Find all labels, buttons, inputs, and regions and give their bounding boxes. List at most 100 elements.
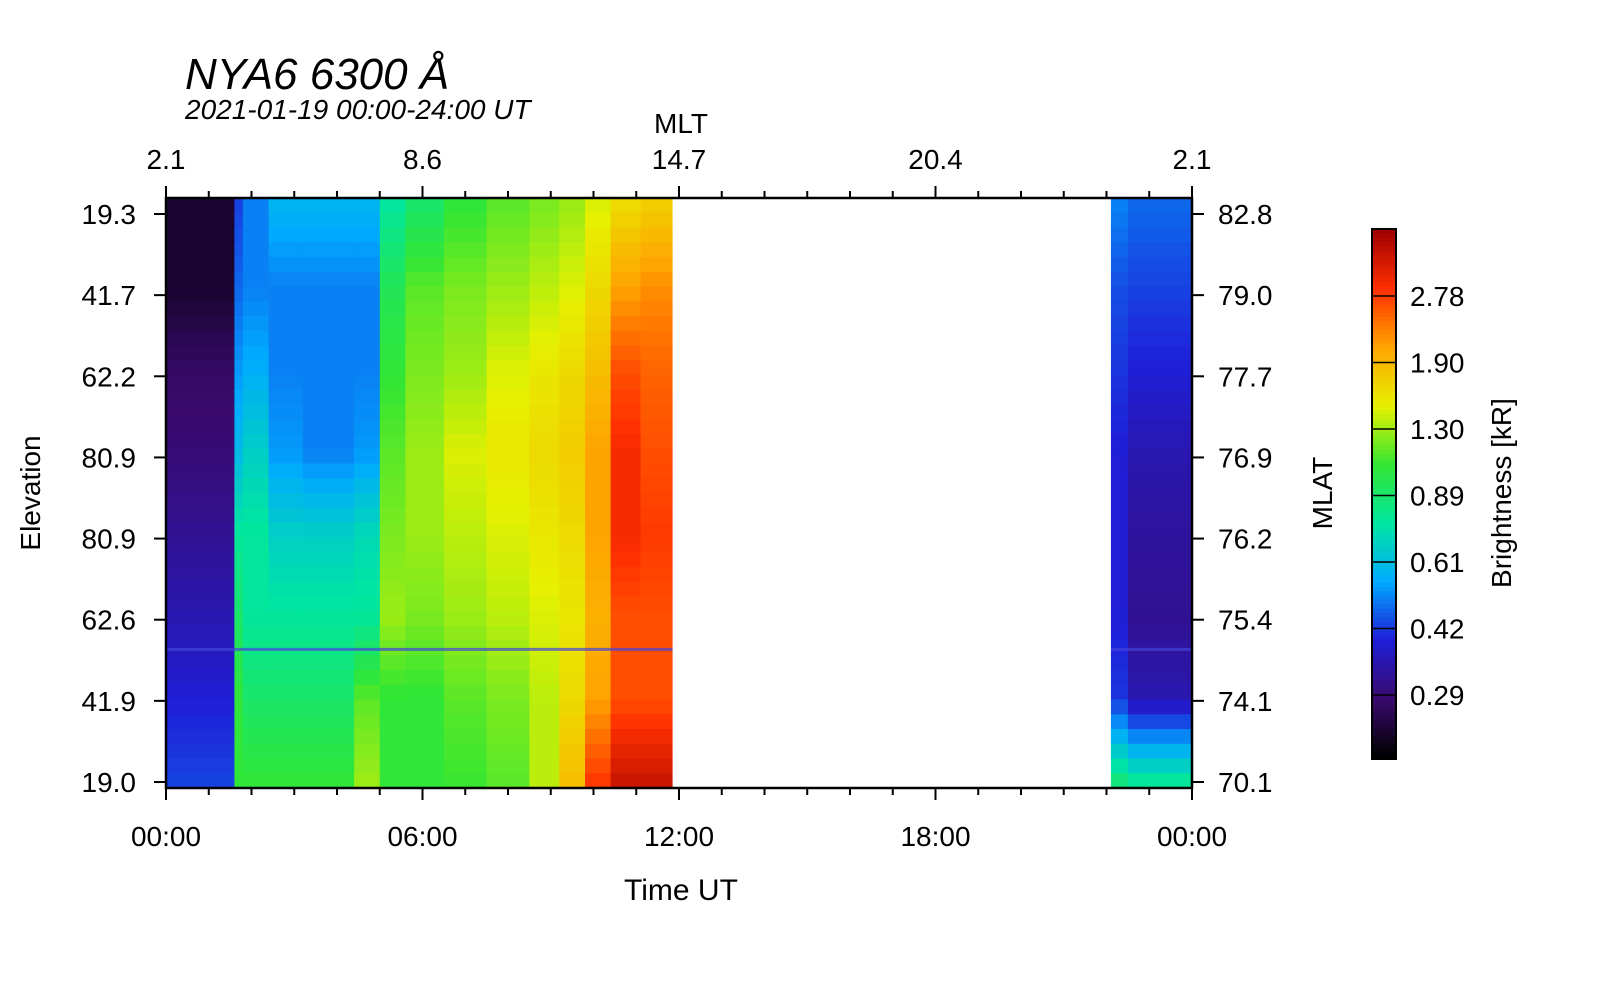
heatmap-cell: [234, 625, 244, 642]
heatmap-cell: [234, 493, 244, 509]
heatmap-cell: [379, 316, 406, 332]
heatmap-cell: [405, 625, 445, 642]
heatmap-cell: [585, 271, 612, 288]
heatmap-cell: [640, 537, 674, 553]
heatmap-cell: [640, 257, 674, 273]
heatmap-cell: [302, 301, 355, 317]
heatmap-cell: [486, 522, 530, 538]
heatmap-cell: [559, 507, 586, 524]
heatmap-cell: [405, 242, 445, 258]
heatmap-cell: [242, 212, 270, 229]
heatmap-cell: [354, 271, 381, 288]
heatmap-cell: [268, 493, 304, 509]
heatmap-cell: [1110, 507, 1129, 524]
heatmap-cell: [486, 271, 530, 288]
colorbar-segment: [1372, 379, 1396, 385]
heatmap-cell: [234, 242, 244, 258]
heatmap-cell: [242, 758, 270, 774]
heatmap-cell: [268, 522, 304, 538]
heatmap-cell: [640, 507, 674, 524]
heatmap-cell: [486, 434, 530, 450]
heatmap-cell: [559, 404, 586, 420]
heatmap-cell: [610, 493, 642, 509]
heatmap-cell: [443, 699, 488, 715]
heatmap-cell: [234, 729, 244, 745]
heatmap-cell: [234, 684, 244, 701]
heatmap-cell: [585, 478, 612, 494]
heatmap-cell: [1127, 552, 1192, 568]
heatmap-cell: [1110, 257, 1129, 273]
heatmap-cell: [1127, 684, 1192, 701]
heatmap-cell: [242, 286, 270, 302]
heatmap-cell: [610, 655, 642, 671]
heatmap-cell: [234, 596, 244, 612]
heatmap-cell: [268, 242, 304, 258]
heatmap-cell: [354, 758, 381, 774]
colorbar-segment: [1372, 617, 1396, 623]
y-axis-label: Elevation: [15, 435, 46, 550]
heatmap-layer: [166, 198, 1192, 788]
heatmap-cell: [354, 448, 381, 465]
heatmap-cell: [559, 360, 586, 376]
heatmap-cell: [166, 743, 235, 760]
heatmap-cell: [640, 212, 674, 229]
heatmap-cell: [268, 198, 304, 214]
heatmap-cell: [1127, 345, 1192, 361]
heatmap-cell: [610, 301, 642, 317]
heatmap-cell: [486, 758, 530, 774]
y-tick-label: 80.9: [82, 524, 137, 555]
heatmap-cell: [443, 478, 488, 494]
heatmap-cell: [585, 522, 612, 538]
heatmap-cell: [302, 389, 355, 406]
heatmap-cell: [585, 773, 612, 788]
heatmap-cell: [443, 404, 488, 420]
heatmap-cell: [302, 611, 355, 627]
heatmap-cell: [234, 537, 244, 553]
colorbar-segment: [1372, 246, 1396, 252]
heatmap-cell: [1110, 345, 1129, 361]
heatmap-cell: [529, 360, 560, 376]
heatmap-cell: [486, 655, 530, 671]
heatmap-cell: [405, 566, 445, 583]
heatmap-cell: [234, 286, 244, 302]
heatmap-cell: [405, 257, 445, 273]
heatmap-cell: [302, 286, 355, 302]
heatmap-cell: [234, 404, 244, 420]
y-tick-label: 62.6: [82, 605, 137, 636]
heatmap-cell: [166, 242, 235, 258]
heatmap-cell: [242, 271, 270, 288]
heatmap-cell: [585, 537, 612, 553]
colorbar-segment: [1372, 480, 1396, 486]
heatmap-cell: [585, 758, 612, 774]
heatmap-cell: [486, 507, 530, 524]
heatmap-cell: [234, 463, 244, 479]
heatmap-cell: [585, 729, 612, 745]
heatmap-cell: [354, 625, 381, 642]
heatmap-cell: [486, 625, 530, 642]
heatmap-cell: [354, 507, 381, 524]
colorbar-segment: [1372, 529, 1396, 535]
heatmap-cell: [443, 670, 488, 686]
heatmap-cell: [268, 301, 304, 317]
heatmap-cell: [242, 625, 270, 642]
heatmap-cell: [1127, 625, 1192, 642]
heatmap-cell: [166, 684, 235, 701]
heatmap-cell: [242, 330, 270, 347]
heatmap-cell: [405, 360, 445, 376]
colorbar-segment: [1372, 229, 1396, 235]
colorbar-segment: [1372, 538, 1396, 544]
colorbar-segment: [1372, 295, 1396, 301]
colorbar-segment: [1372, 441, 1396, 447]
heatmap-cell: [443, 522, 488, 538]
heatmap-cell: [486, 684, 530, 701]
heatmap-cell: [1110, 596, 1129, 612]
colorbar-segment: [1372, 335, 1396, 341]
heatmap-cell: [166, 227, 235, 243]
colorbar-segment: [1372, 392, 1396, 398]
colorbar-segment: [1372, 555, 1396, 561]
heatmap-cell: [443, 552, 488, 568]
heatmap-cell: [486, 743, 530, 760]
colorbar-segment: [1372, 463, 1396, 469]
heatmap-cell: [640, 227, 674, 243]
colorbar-segment: [1372, 511, 1396, 517]
